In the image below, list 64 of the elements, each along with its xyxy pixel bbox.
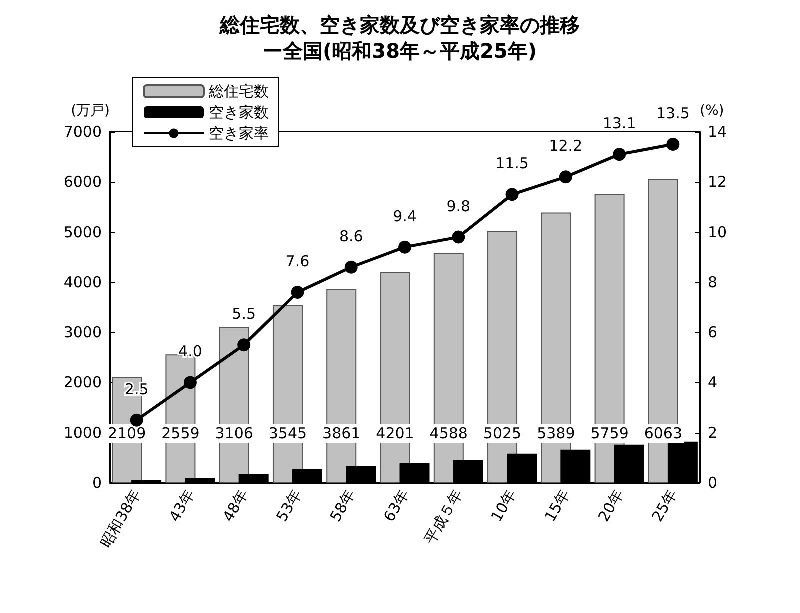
point xyxy=(184,376,197,390)
point xyxy=(452,230,466,244)
y2-axis-title: (%) xyxy=(700,103,724,119)
legend-label: 空き家数 xyxy=(209,104,269,122)
y2-tick-label: 10 xyxy=(708,223,728,242)
x-tick-label: 43年 xyxy=(166,486,198,526)
data-label: 3106 xyxy=(215,424,254,442)
data-label: 3545 xyxy=(268,424,308,442)
x-tick-label: 平成５年 xyxy=(420,486,466,548)
data-label: 7.6 xyxy=(286,252,310,270)
data-label: 8.6 xyxy=(339,227,364,246)
data-label: 5389 xyxy=(537,424,576,442)
data-label: 9.4 xyxy=(393,207,417,226)
y2-tick-label: 14 xyxy=(708,123,728,141)
data-label: 9.8 xyxy=(446,197,471,216)
chart-subtitle: ー全国(昭和38年～平成25年) xyxy=(263,39,537,63)
y-tick-label: 4000 xyxy=(64,273,102,292)
x-tick-label: 10年 xyxy=(487,486,520,526)
y2-tick-label: 2 xyxy=(708,424,718,442)
y-tick-label: 6000 xyxy=(64,173,102,192)
x-tick-label: 53年 xyxy=(272,486,306,526)
data-label: 5.5 xyxy=(232,305,256,324)
y-tick-label: 5000 xyxy=(64,223,102,242)
data-label: 6063 xyxy=(644,424,683,442)
y2-tick-label: 4 xyxy=(708,374,718,392)
y-tick-label: 0 xyxy=(92,474,102,492)
y-tick-label: 2000 xyxy=(64,374,102,392)
x-tick-label: 25年 xyxy=(648,486,681,526)
y2-tick-label: 8 xyxy=(708,273,718,292)
data-label: 11.5 xyxy=(496,154,529,173)
data-label: 5025 xyxy=(483,424,522,442)
y-tick-label: 1000 xyxy=(64,424,102,442)
point xyxy=(506,188,519,202)
y-tick-label: 3000 xyxy=(64,324,102,342)
chart-title: 総住宅数、空き家数及び空き家率の推移 xyxy=(219,13,580,37)
point xyxy=(559,170,572,184)
point xyxy=(344,260,358,274)
data-label: 2109 xyxy=(108,424,146,442)
data-label: 4588 xyxy=(430,424,468,442)
point xyxy=(666,138,680,152)
data-label: 13.5 xyxy=(656,104,690,123)
x-tick-label: 63年 xyxy=(380,486,413,526)
point xyxy=(613,148,626,162)
x-tick-label: 15年 xyxy=(541,486,574,526)
point xyxy=(398,240,412,254)
y2-tick-label: 0 xyxy=(708,474,718,492)
y-tick-label: 7000 xyxy=(64,123,102,141)
x-tick-label: 48年 xyxy=(219,486,252,526)
data-label: 4201 xyxy=(376,424,414,442)
point xyxy=(291,286,304,299)
data-label: 2559 xyxy=(162,424,200,442)
data-label: 5759 xyxy=(590,424,629,442)
legend-label: 空き家率 xyxy=(209,124,269,142)
x-tick-label: 58年 xyxy=(326,486,360,526)
x-tick-label: 20年 xyxy=(594,486,628,526)
y2-tick-label: 6 xyxy=(708,324,718,342)
data-label: 12.2 xyxy=(549,137,583,156)
point xyxy=(130,414,144,427)
y2-tick-label: 12 xyxy=(708,173,728,192)
y-axis-title: (万戸) xyxy=(71,103,110,119)
legend-label: 総住宅数 xyxy=(208,82,269,100)
data-label: 3861 xyxy=(322,424,361,442)
data-label: 13.1 xyxy=(602,114,636,133)
point xyxy=(238,338,251,352)
